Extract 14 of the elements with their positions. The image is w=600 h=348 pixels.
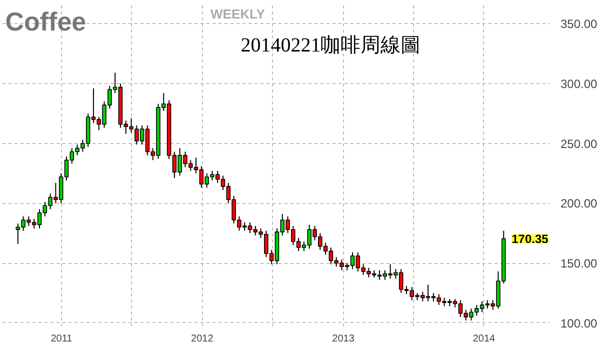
y-tick-label: 100.00 bbox=[560, 316, 598, 330]
chart-subtitle: WEEKLY bbox=[210, 6, 266, 22]
y-tick-label: 150.00 bbox=[560, 256, 598, 271]
x-tick-label: 2011 bbox=[50, 334, 73, 344]
x-tick-label: 2012 bbox=[191, 334, 214, 344]
y-tick-label: 350.00 bbox=[560, 17, 598, 32]
y-tick-label: 200.00 bbox=[560, 196, 598, 211]
x-tick-label: 2014 bbox=[472, 334, 496, 344]
y-tick-label: 250.00 bbox=[560, 136, 598, 151]
annotation: 20140221咖啡周線圖 bbox=[240, 34, 421, 56]
annotation: 170.35 bbox=[512, 232, 549, 246]
chart-title: Coffee bbox=[5, 6, 86, 36]
x-tick-label: 2013 bbox=[332, 334, 355, 344]
y-tick-label: 300.00 bbox=[560, 77, 598, 92]
